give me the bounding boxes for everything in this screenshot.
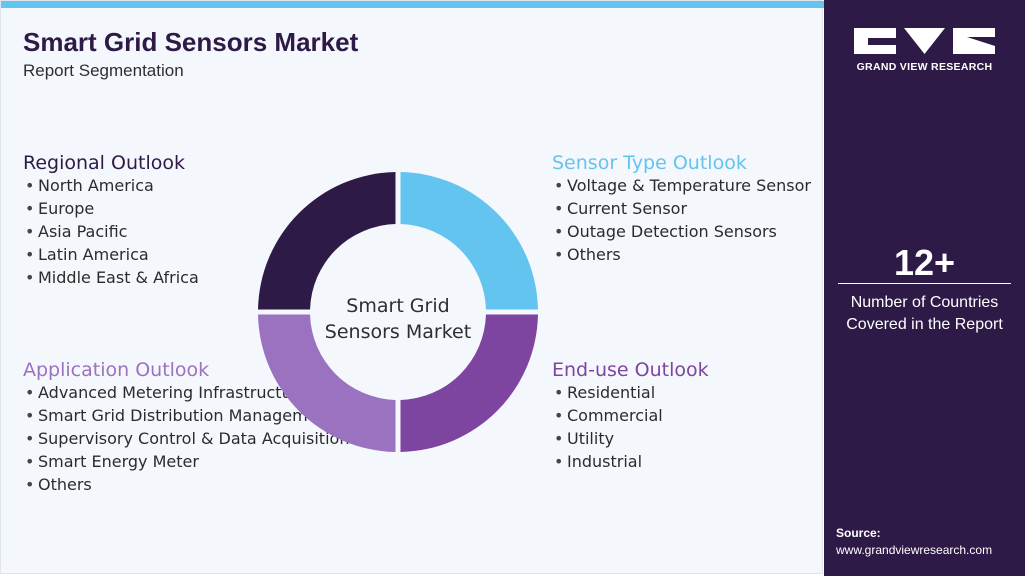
source-url: www.grandviewresearch.com — [836, 543, 993, 557]
list-item: Asia Pacific — [23, 224, 199, 241]
top-accent-bar — [1, 1, 824, 8]
application-outlook-title: Application Outlook — [23, 359, 210, 381]
list-item: Others — [23, 477, 349, 494]
list-item: Current Sensor — [552, 201, 811, 218]
gvr-logo-icon — [854, 28, 995, 54]
donut-segment-application — [258, 314, 396, 452]
end-use-outlook-list: Residential Commercial Utility Industria… — [552, 385, 709, 471]
stat-divider — [838, 283, 1011, 284]
donut-center-line: Sensors Market — [324, 321, 472, 343]
sensor-type-outlook-segment: Sensor Type Outlook Voltage & Temperatur… — [552, 152, 811, 270]
stat-description: Number of Countries Covered in the Repor… — [846, 294, 1003, 333]
page-title: Smart Grid Sensors Market — [23, 27, 359, 57]
end-use-outlook-title: End-use Outlook — [552, 359, 709, 381]
stat-value: 12+ — [893, 242, 956, 283]
regional-outlook-title: Regional Outlook — [23, 152, 185, 174]
list-item: Commercial — [552, 408, 709, 425]
list-item: Latin America — [23, 247, 199, 264]
list-item: Others — [552, 247, 811, 264]
list-item: Smart Energy Meter — [23, 454, 349, 471]
page-subtitle: Report Segmentation — [23, 61, 184, 80]
list-item: Residential — [552, 385, 709, 402]
donut-segment-end-use — [400, 314, 538, 452]
segmentation-donut — [258, 172, 538, 452]
sensor-type-outlook-list: Voltage & Temperature Sensor Current Sen… — [552, 178, 811, 264]
list-item: Voltage & Temperature Sensor — [552, 178, 811, 195]
main-panel: Smart Grid Sensors Market Report Segment… — [0, 0, 823, 574]
regional-outlook-list: North America Europe Asia Pacific Latin … — [23, 178, 199, 287]
donut-segment-regional — [258, 172, 396, 310]
side-panel: GRAND VIEW RESEARCH 12+ Number of Countr… — [824, 0, 1025, 576]
list-item: Middle East & Africa — [23, 270, 199, 287]
list-item: North America — [23, 178, 199, 195]
donut-segment-sensor-type — [400, 172, 538, 310]
donut-center-line: Smart Grid — [346, 295, 450, 317]
application-outlook-segment: Application Outlook Advanced Metering In… — [23, 359, 349, 500]
list-item: Supervisory Control & Data Acquisition — [23, 431, 349, 448]
regional-outlook-segment: Regional Outlook North America Europe As… — [23, 152, 199, 293]
list-item: Europe — [23, 201, 199, 218]
list-item: Utility — [552, 431, 709, 448]
list-item: Smart Grid Distribution Management — [23, 408, 349, 425]
list-item: Advanced Metering Infrastructure — [23, 385, 349, 402]
end-use-outlook-segment: End-use Outlook Residential Commercial U… — [552, 359, 709, 477]
list-item: Outage Detection Sensors — [552, 224, 811, 241]
donut-center-label: Smart Grid Sensors Market — [293, 293, 503, 345]
brand-name: GRAND VIEW RESEARCH — [856, 61, 993, 73]
application-outlook-list: Advanced Metering Infrastructure Smart G… — [23, 385, 349, 494]
source-label: Source: — [836, 526, 881, 540]
sensor-type-outlook-title: Sensor Type Outlook — [552, 152, 747, 174]
list-item: Industrial — [552, 454, 709, 471]
